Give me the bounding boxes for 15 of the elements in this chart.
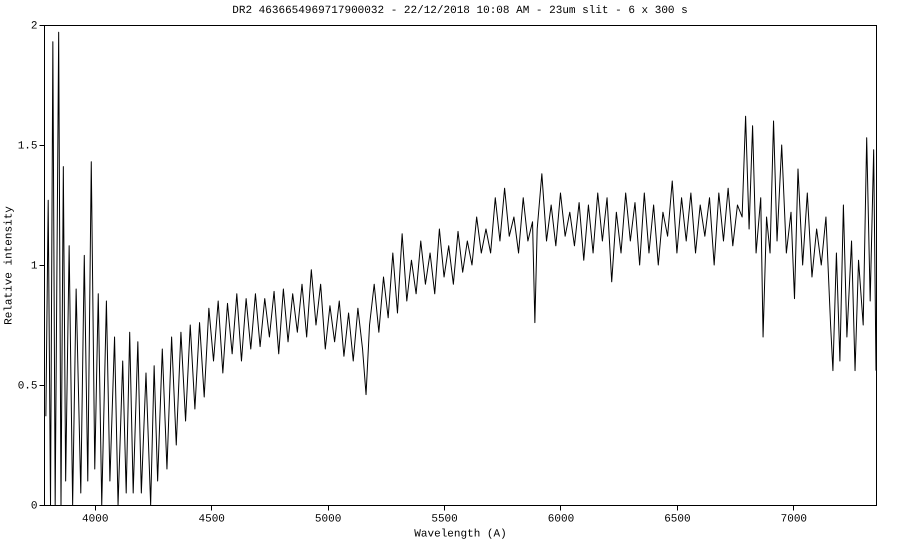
y-tick-label: 0.5 (18, 380, 38, 392)
y-axis-title: Relative intensity (4, 206, 16, 325)
y-tick-label: 0 (30, 500, 38, 512)
y-tick-label: 2 (30, 20, 38, 32)
x-tick-label: 5000 (314, 514, 342, 526)
x-axis-title: Wavelength (A) (414, 528, 507, 540)
y-tick-label: 1 (30, 260, 38, 272)
x-tick-label: 4500 (198, 514, 225, 526)
chart-title: DR2 4636654969717900032 - 22/12/2018 10:08 AM - 23um slit - 6 x 300 s (232, 5, 688, 17)
y-tick-label: 1.5 (18, 140, 38, 152)
x-tick-label: 5500 (431, 514, 458, 526)
x-tick-label: 6500 (664, 514, 691, 526)
x-tick-label: 6000 (548, 514, 574, 526)
x-tick-label: 4000 (82, 514, 108, 526)
x-tick-label: 7000 (780, 514, 808, 526)
